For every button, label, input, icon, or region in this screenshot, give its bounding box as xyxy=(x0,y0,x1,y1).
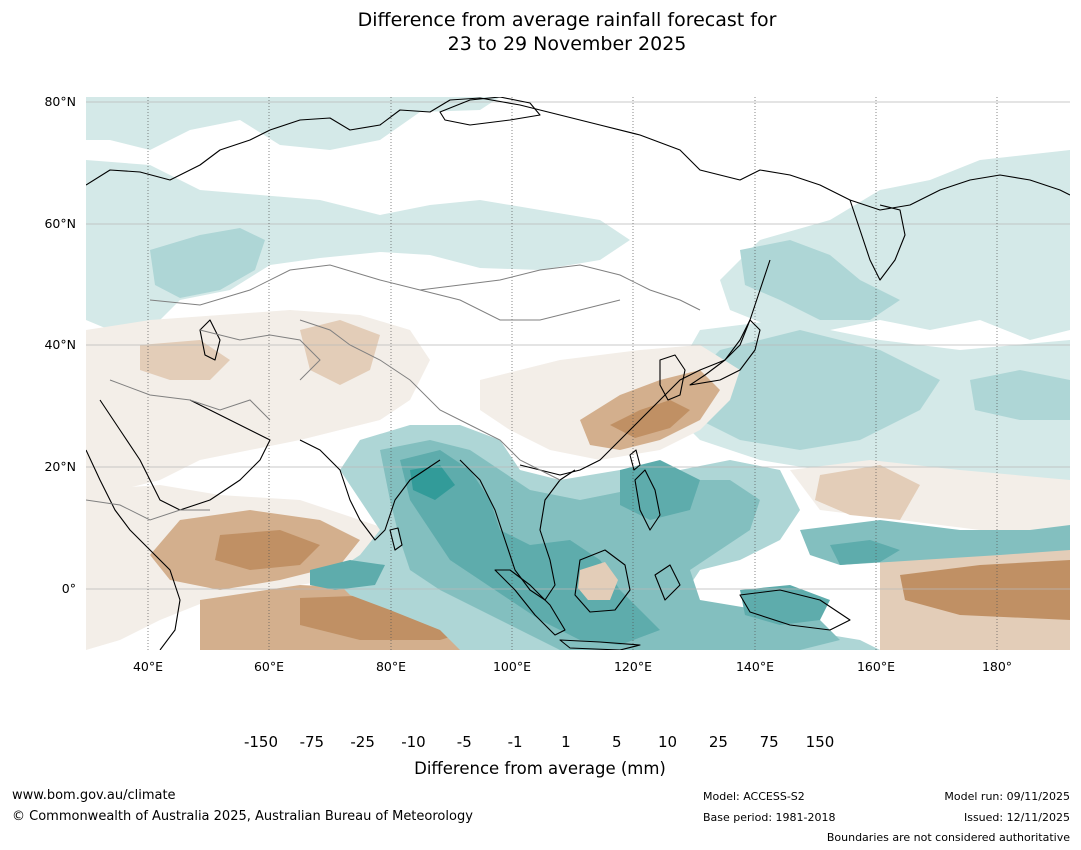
coast-taiwan xyxy=(629,449,641,471)
lon-label-100e: 100°E xyxy=(492,659,531,674)
dry-region-indian-ocean-west-core xyxy=(215,530,320,570)
wet-region-bengal-core xyxy=(410,465,455,500)
colorbar-tick-label: -10 xyxy=(401,733,426,751)
coast-sulawesi xyxy=(654,564,681,601)
coast-japan xyxy=(689,319,761,386)
footer-website: www.bom.gov.au/climate xyxy=(12,788,176,803)
colorbar-tick-label: -5 xyxy=(456,733,472,751)
dry-region-south-pacific-core xyxy=(900,560,1070,620)
lat-label-40n: 40°N xyxy=(44,337,76,352)
colorbar-tick-label: 5 xyxy=(611,733,622,751)
lon-label-60e: 60°E xyxy=(253,659,285,674)
colorbar-tick-label: 25 xyxy=(708,733,728,751)
coast-borneo xyxy=(574,549,631,613)
wet-region-png xyxy=(740,585,830,625)
lon-label-160e: 160°E xyxy=(856,659,895,674)
coast-taymyr xyxy=(439,97,541,126)
dry-region-east-china-core xyxy=(610,400,690,438)
colorbar-tick-label: -75 xyxy=(299,733,325,751)
colorbar-tick-label: 150 xyxy=(805,733,835,751)
coast-sri-lanka xyxy=(389,527,403,551)
lat-label-80n: 80°N xyxy=(44,94,76,109)
dry-region-iran xyxy=(140,340,230,380)
footer-issued: Issued: 12/11/2025 xyxy=(963,811,1070,824)
dry-region-central-pacific-mid xyxy=(815,465,920,520)
lon-label-180: 180° xyxy=(981,659,1013,674)
lon-label-120e: 120°E xyxy=(613,659,652,674)
wet-region-urals xyxy=(150,228,265,298)
wet-region-equator-west xyxy=(310,560,385,590)
dry-region-tibet xyxy=(300,320,380,385)
wet-region-pacific-east xyxy=(970,370,1070,420)
boundary-middle-east xyxy=(109,379,271,421)
coast-caspian xyxy=(199,319,221,361)
colorbar-tick-label: 75 xyxy=(759,733,779,751)
footer-base-period: Base period: 1981-2018 xyxy=(703,811,836,824)
colorbar-tick-label: -25 xyxy=(350,733,375,751)
coast-arctic-russia xyxy=(86,97,1070,211)
wet-region-maritime-continent xyxy=(380,440,840,650)
footer-copyright: © Commonwealth of Australia 2025, Austra… xyxy=(12,809,473,824)
footer-model-run: Model run: 09/11/2025 xyxy=(944,790,1070,803)
coast-india xyxy=(299,439,441,541)
coastlines xyxy=(86,97,1070,650)
chart-title: Difference from average rainfall forecas… xyxy=(0,8,1081,56)
lat-label-0: 0° xyxy=(61,581,76,596)
wet-region-okhotsk xyxy=(740,240,900,320)
boundary-se-asia xyxy=(469,424,561,481)
map-meridians xyxy=(147,97,998,650)
coast-new-guinea xyxy=(739,589,851,631)
coast-sumatra xyxy=(494,569,566,636)
coast-kamchatka xyxy=(849,199,906,281)
wet-region-north-pacific-mid xyxy=(690,330,940,450)
wet-region-pacific-core-band xyxy=(830,540,900,565)
boundary-russia-south xyxy=(149,264,701,311)
coast-africa-east xyxy=(86,449,181,650)
footer-model: Model: ACCESS-S2 xyxy=(703,790,805,803)
rainfall-anomaly-fields xyxy=(86,97,1070,650)
coast-java xyxy=(559,639,641,650)
colorbar-title: Difference from average (mm) xyxy=(414,759,666,778)
dry-region-borneo xyxy=(578,562,618,600)
coast-philippines xyxy=(634,469,661,531)
wet-region-north-russia xyxy=(86,97,500,150)
rainfall-map xyxy=(86,97,1070,650)
title-line-2: 23 to 29 November 2025 xyxy=(447,33,687,55)
title-line-1: Difference from average rainfall forecas… xyxy=(357,9,777,31)
lon-label-140e: 140°E xyxy=(735,659,774,674)
colorbar-tick-label: -150 xyxy=(243,733,279,751)
coast-korea xyxy=(659,354,686,401)
map-graticule xyxy=(86,101,1070,590)
country-boundaries xyxy=(86,264,701,521)
lat-label-20n: 20°N xyxy=(44,459,76,474)
colorbar-tick-label: 10 xyxy=(657,733,678,751)
colorbar-tick-label: -1 xyxy=(507,733,523,751)
colorbar-tick-label: 1 xyxy=(561,733,571,751)
coast-okhotsk-sakhalin xyxy=(519,259,771,476)
coast-arabia xyxy=(99,399,271,511)
boundary-china-west xyxy=(299,319,471,426)
boundary-mongolia xyxy=(419,289,621,321)
boundary-africa xyxy=(86,499,210,521)
footer-disclaimer: Boundaries are not considered authoritat… xyxy=(826,831,1070,844)
lon-label-40e: 40°E xyxy=(132,659,164,674)
boundary-central-asia xyxy=(199,329,321,381)
lon-label-80e: 80°E xyxy=(375,659,407,674)
lat-label-60n: 60°N xyxy=(44,216,76,231)
